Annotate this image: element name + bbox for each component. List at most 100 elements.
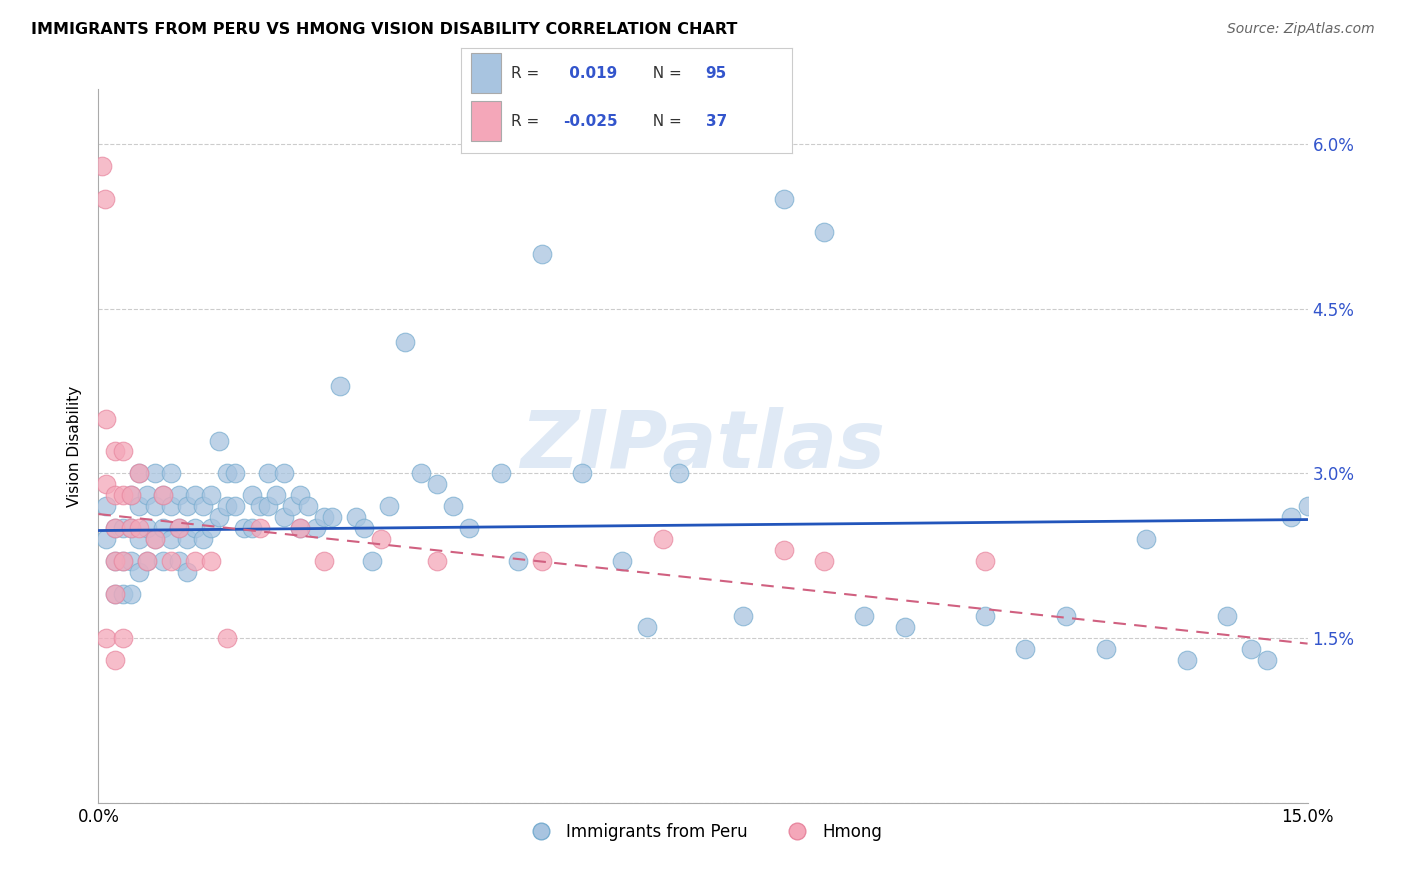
- Point: [370, 533, 392, 547]
- Point: [506, 554, 529, 568]
- Point: [1095, 642, 1118, 657]
- Bar: [471, 101, 501, 141]
- Point: [135, 488, 157, 502]
- Point: [152, 554, 174, 568]
- Point: [96, 631, 118, 645]
- Point: [264, 488, 287, 502]
- Point: [120, 554, 142, 568]
- Point: [143, 533, 166, 547]
- Point: [668, 467, 690, 481]
- Point: [208, 510, 231, 524]
- Point: [128, 533, 150, 547]
- Point: [329, 378, 352, 392]
- Point: [96, 477, 118, 491]
- Point: [94, 192, 117, 206]
- Point: [176, 566, 198, 580]
- Point: [240, 488, 263, 502]
- Point: [813, 225, 835, 239]
- Point: [853, 609, 876, 624]
- Point: [200, 488, 222, 502]
- Point: [249, 500, 271, 514]
- Point: [120, 488, 142, 502]
- Point: [426, 554, 449, 568]
- Point: [974, 554, 997, 568]
- Point: [193, 500, 215, 514]
- Point: [160, 554, 183, 568]
- Point: [103, 521, 125, 535]
- Point: [103, 444, 125, 458]
- Point: [1281, 510, 1303, 524]
- Point: [143, 500, 166, 514]
- Point: [103, 554, 125, 568]
- Point: [813, 554, 835, 568]
- Point: [256, 467, 278, 481]
- Point: [651, 533, 673, 547]
- Point: [217, 467, 239, 481]
- Point: [377, 500, 399, 514]
- Point: [96, 411, 118, 425]
- Point: [361, 554, 384, 568]
- Text: 0.019: 0.019: [564, 66, 617, 81]
- Point: [160, 500, 183, 514]
- Point: [111, 521, 134, 535]
- Point: [224, 500, 246, 514]
- Point: [273, 510, 295, 524]
- Point: [135, 554, 157, 568]
- Point: [1256, 653, 1278, 667]
- Point: [184, 488, 207, 502]
- Text: 37: 37: [706, 114, 727, 129]
- Point: [103, 653, 125, 667]
- Text: N =: N =: [643, 114, 686, 129]
- Point: [176, 533, 198, 547]
- Point: [893, 620, 915, 634]
- Text: R =: R =: [510, 114, 544, 129]
- Point: [111, 488, 134, 502]
- Point: [91, 159, 114, 173]
- Point: [143, 467, 166, 481]
- Point: [152, 488, 174, 502]
- Point: [111, 631, 134, 645]
- Point: [305, 521, 328, 535]
- Point: [974, 609, 997, 624]
- Point: [152, 488, 174, 502]
- Text: IMMIGRANTS FROM PERU VS HMONG VISION DISABILITY CORRELATION CHART: IMMIGRANTS FROM PERU VS HMONG VISION DIS…: [31, 22, 737, 37]
- Point: [120, 521, 142, 535]
- Point: [232, 521, 254, 535]
- Point: [249, 521, 271, 535]
- Point: [530, 554, 553, 568]
- Point: [167, 554, 190, 568]
- Point: [1135, 533, 1157, 547]
- Point: [120, 587, 142, 601]
- Point: [217, 631, 239, 645]
- Point: [193, 533, 215, 547]
- Point: [111, 587, 134, 601]
- Text: 95: 95: [706, 66, 727, 81]
- Point: [200, 554, 222, 568]
- Point: [103, 488, 125, 502]
- Point: [160, 533, 183, 547]
- Point: [128, 467, 150, 481]
- Text: -0.025: -0.025: [564, 114, 619, 129]
- Point: [394, 334, 416, 349]
- Point: [135, 554, 157, 568]
- Point: [1054, 609, 1077, 624]
- Point: [143, 533, 166, 547]
- Point: [571, 467, 593, 481]
- Point: [491, 467, 513, 481]
- Point: [111, 554, 134, 568]
- Point: [103, 554, 125, 568]
- Point: [273, 467, 295, 481]
- Point: [458, 521, 481, 535]
- Point: [111, 554, 134, 568]
- Point: [288, 521, 311, 535]
- Point: [208, 434, 231, 448]
- Point: [217, 500, 239, 514]
- Point: [103, 587, 125, 601]
- Point: [772, 192, 794, 206]
- Point: [297, 500, 319, 514]
- Point: [111, 444, 134, 458]
- Point: [224, 467, 246, 481]
- Point: [288, 488, 311, 502]
- Point: [344, 510, 367, 524]
- Point: [176, 500, 198, 514]
